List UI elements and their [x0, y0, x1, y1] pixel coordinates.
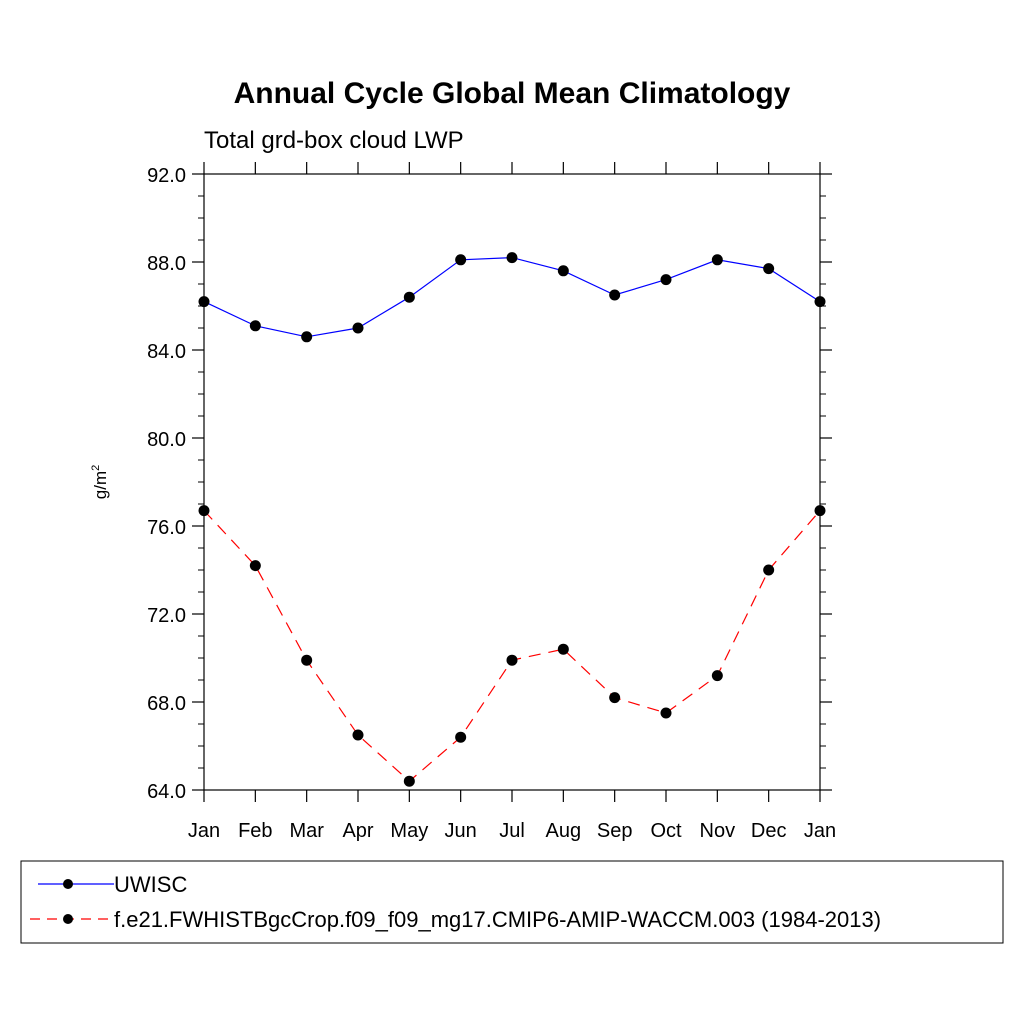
- series-layer: [198, 252, 826, 787]
- x-tick-label: Mar: [289, 820, 324, 842]
- y-axis-label: g/m2: [90, 465, 110, 499]
- series-0-point: [455, 254, 467, 266]
- x-tick-label: Sep: [597, 820, 633, 842]
- chart-subtitle: Total grd-box cloud LWP: [204, 127, 464, 154]
- legend-label-waccm: f.e21.FWHISTBgcCrop.f09_f09_mg17.CMIP6-A…: [114, 907, 881, 932]
- minor-ticks: [198, 195, 826, 769]
- legend-marker-waccm: [63, 914, 73, 924]
- series-1-point: [609, 692, 621, 704]
- x-tick-label: Jan: [188, 820, 220, 842]
- series-1-point: [660, 707, 672, 719]
- x-tick-label: Apr: [342, 820, 373, 842]
- series-0-point: [301, 331, 313, 343]
- y-axis-label-exponent: 2: [90, 465, 102, 471]
- legend-label-uwisc: UWISC: [114, 872, 187, 897]
- series-1-point: [352, 729, 364, 741]
- x-tick-label: Jun: [445, 820, 477, 842]
- y-tick-label: 64.0: [147, 781, 186, 803]
- legend: UWISC f.e21.FWHISTBgcCrop.f09_f09_mg17.C…: [20, 860, 1004, 944]
- x-tick-label: Oct: [650, 820, 682, 842]
- y-tick-label: 80.0: [147, 429, 186, 451]
- series-0-point: [506, 252, 518, 264]
- series-1-point: [249, 560, 261, 572]
- series-1-point: [763, 564, 775, 576]
- y-axis: 64.0 68.0 72.0 76.0 80.0 84.0 88.0 92.0: [147, 165, 832, 803]
- x-tick-label: Jan: [804, 820, 836, 842]
- x-tick-label: Jul: [499, 820, 525, 842]
- series-0-point: [352, 322, 364, 334]
- series-1-point: [403, 775, 415, 787]
- y-tick-label: 68.0: [147, 693, 186, 715]
- series-0-point: [403, 291, 415, 303]
- chart-title: Annual Cycle Global Mean Climatology: [234, 77, 791, 110]
- series-0-point: [660, 274, 672, 286]
- y-tick-label: 84.0: [147, 341, 186, 363]
- y-axis-label-base: g/m: [91, 471, 110, 499]
- y-tick-label: 72.0: [147, 605, 186, 627]
- y-tick-label: 92.0: [147, 165, 186, 187]
- x-tick-label: Feb: [238, 820, 272, 842]
- series-0-point: [557, 265, 569, 277]
- y-tick-label: 88.0: [147, 253, 186, 275]
- series-1-point: [711, 670, 723, 682]
- series-0-point: [249, 320, 261, 332]
- y-tick-label: 76.0: [147, 517, 186, 539]
- x-tick-label: Dec: [751, 820, 787, 842]
- x-tick-label: Nov: [700, 820, 736, 842]
- x-tick-label: May: [390, 820, 428, 842]
- series-0-point: [609, 289, 621, 301]
- series-line-1: [203, 510, 821, 782]
- legend-marker-uwisc: [63, 879, 73, 889]
- series-1-point: [506, 654, 518, 666]
- plot-frame: [203, 173, 821, 791]
- series-line-0: [203, 256, 821, 338]
- x-tick-label: Aug: [546, 820, 582, 842]
- x-axis: Jan Feb Mar Apr May Jun Jul Aug Sep Oct Nov Dec Jan: [188, 162, 836, 842]
- series-0-point: [763, 263, 775, 275]
- series-1-point: [301, 654, 313, 666]
- legend-box: [20, 860, 1004, 944]
- series-1-point: [557, 643, 569, 655]
- series-0-point: [711, 254, 723, 266]
- series-1-point: [455, 731, 467, 743]
